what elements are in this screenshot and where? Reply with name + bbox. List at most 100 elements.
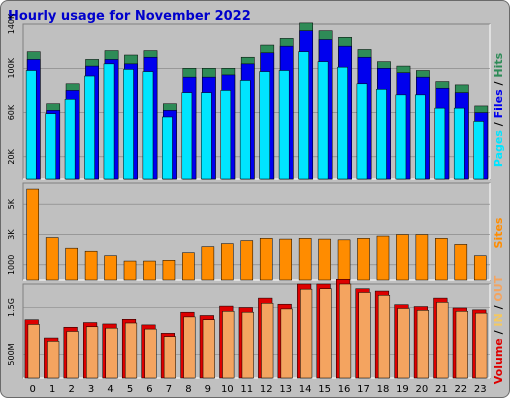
x-tick-label: 18: [377, 384, 390, 395]
legend-entry: /: [492, 118, 505, 130]
x-tick-label: 13: [279, 384, 292, 395]
bar-pages-8: [181, 92, 193, 180]
legend-entry: Files: [492, 89, 505, 119]
bar-pages-4: [103, 63, 115, 180]
x-tick-label: 11: [240, 384, 253, 395]
bar-pages-9: [200, 92, 212, 180]
bar-pages-22: [453, 107, 465, 180]
bar-pages-19: [395, 94, 407, 180]
legend-entry: Hits: [492, 52, 505, 77]
bar-sites-20: [415, 234, 429, 281]
bar-sites-13: [279, 238, 292, 281]
bar-in-7: [163, 336, 176, 379]
bar-in-16: [339, 283, 352, 379]
legend-entry: Volume: [492, 338, 505, 384]
bar-sites-21: [435, 238, 448, 281]
bar-sites-15: [318, 238, 331, 281]
bar-in-8: [183, 316, 196, 379]
bar-in-21: [436, 302, 449, 379]
bar-sites-16: [337, 239, 351, 281]
legend-entry: /: [492, 327, 505, 339]
bar-pages-16: [337, 66, 348, 180]
x-tick-label: 22: [454, 384, 467, 395]
bar-sites-8: [182, 252, 195, 281]
bar-in-1: [47, 341, 60, 379]
x-tick-label: 12: [260, 384, 273, 395]
bar-in-6: [144, 328, 157, 379]
x-tick-label: 19: [396, 384, 409, 395]
legend-entry: /: [492, 302, 505, 314]
bar-in-5: [124, 322, 138, 379]
bar-pages-14: [298, 51, 309, 180]
y-tick-label: 140K: [7, 13, 16, 34]
bar-in-9: [202, 319, 215, 379]
bar-pages-21: [434, 107, 446, 180]
y-tick-label: 20K: [7, 148, 16, 164]
bar-in-2: [66, 331, 79, 379]
x-tick-label: 2: [68, 384, 74, 395]
bar-in-22: [455, 311, 468, 379]
bar-in-15: [319, 288, 332, 379]
legend-entry: OUT: [492, 275, 505, 301]
bar-in-20: [416, 310, 429, 379]
bar-in-14: [300, 288, 313, 379]
bar-in-0: [27, 324, 40, 379]
y-tick-label: 1000: [7, 255, 16, 275]
x-tick-label: 16: [338, 384, 351, 395]
bar-pages-12: [259, 71, 270, 180]
bar-pages-18: [376, 89, 387, 180]
x-tick-label: 9: [205, 384, 211, 395]
bar-pages-11: [239, 80, 251, 180]
bar-in-10: [222, 311, 235, 379]
x-tick-label: 21: [435, 384, 448, 395]
bar-pages-5: [123, 69, 134, 180]
x-tick-label: 4: [107, 384, 113, 395]
bar-pages-3: [84, 75, 95, 180]
x-tick-label: 14: [299, 384, 312, 395]
x-tick-label: 1: [49, 384, 55, 395]
bar-pages-17: [356, 83, 368, 180]
x-tick-label: 20: [416, 384, 429, 395]
bar-in-13: [280, 308, 293, 379]
y-tick-label: 1.5G: [7, 298, 16, 317]
y-tick-label: 60K: [7, 104, 16, 120]
legend-sites: Sites: [492, 217, 505, 248]
x-tick-label: 15: [318, 384, 331, 395]
legend-volume: Volume / IN / OUT: [492, 275, 505, 384]
y-tick-label: 5K: [7, 198, 16, 209]
panel-background-sites: [22, 182, 491, 281]
x-tick-label: 6: [146, 384, 152, 395]
bar-sites-2: [65, 247, 78, 281]
bar-pages-0: [25, 70, 37, 180]
bar-in-3: [86, 326, 99, 379]
bar-sites-12: [259, 238, 273, 281]
bar-sites-18: [376, 235, 390, 281]
bar-pages-23: [473, 121, 485, 180]
bar-in-11: [241, 311, 254, 379]
x-tick-label: 17: [357, 384, 370, 395]
x-tick-label: 10: [221, 384, 234, 395]
legend-requests: Pages / Files / Hits: [492, 52, 505, 167]
bar-sites-19: [396, 234, 409, 281]
y-tick-label: 500M: [7, 343, 16, 365]
legend-entry: IN: [492, 313, 505, 326]
bar-sites-14: [298, 238, 312, 281]
bar-in-23: [475, 312, 488, 379]
bar-pages-10: [220, 90, 232, 180]
bar-sites-7: [162, 260, 176, 281]
bar-pages-6: [142, 71, 154, 180]
bar-sites-1: [45, 237, 59, 281]
bar-in-18: [377, 295, 391, 379]
bar-sites-22: [454, 244, 468, 281]
panel-background-volume: [22, 283, 491, 379]
legend-entry: /: [492, 78, 505, 90]
y-tick-label: 3K: [7, 229, 16, 240]
bar-sites-10: [221, 243, 234, 281]
bar-sites-23: [473, 255, 487, 281]
x-tick-label: 3: [88, 384, 94, 395]
bar-in-19: [397, 308, 410, 379]
bar-pages-13: [278, 70, 290, 180]
bar-pages-1: [45, 113, 56, 180]
